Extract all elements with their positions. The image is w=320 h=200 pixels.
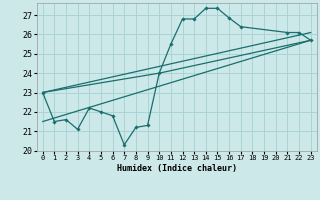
X-axis label: Humidex (Indice chaleur): Humidex (Indice chaleur) (117, 164, 237, 173)
